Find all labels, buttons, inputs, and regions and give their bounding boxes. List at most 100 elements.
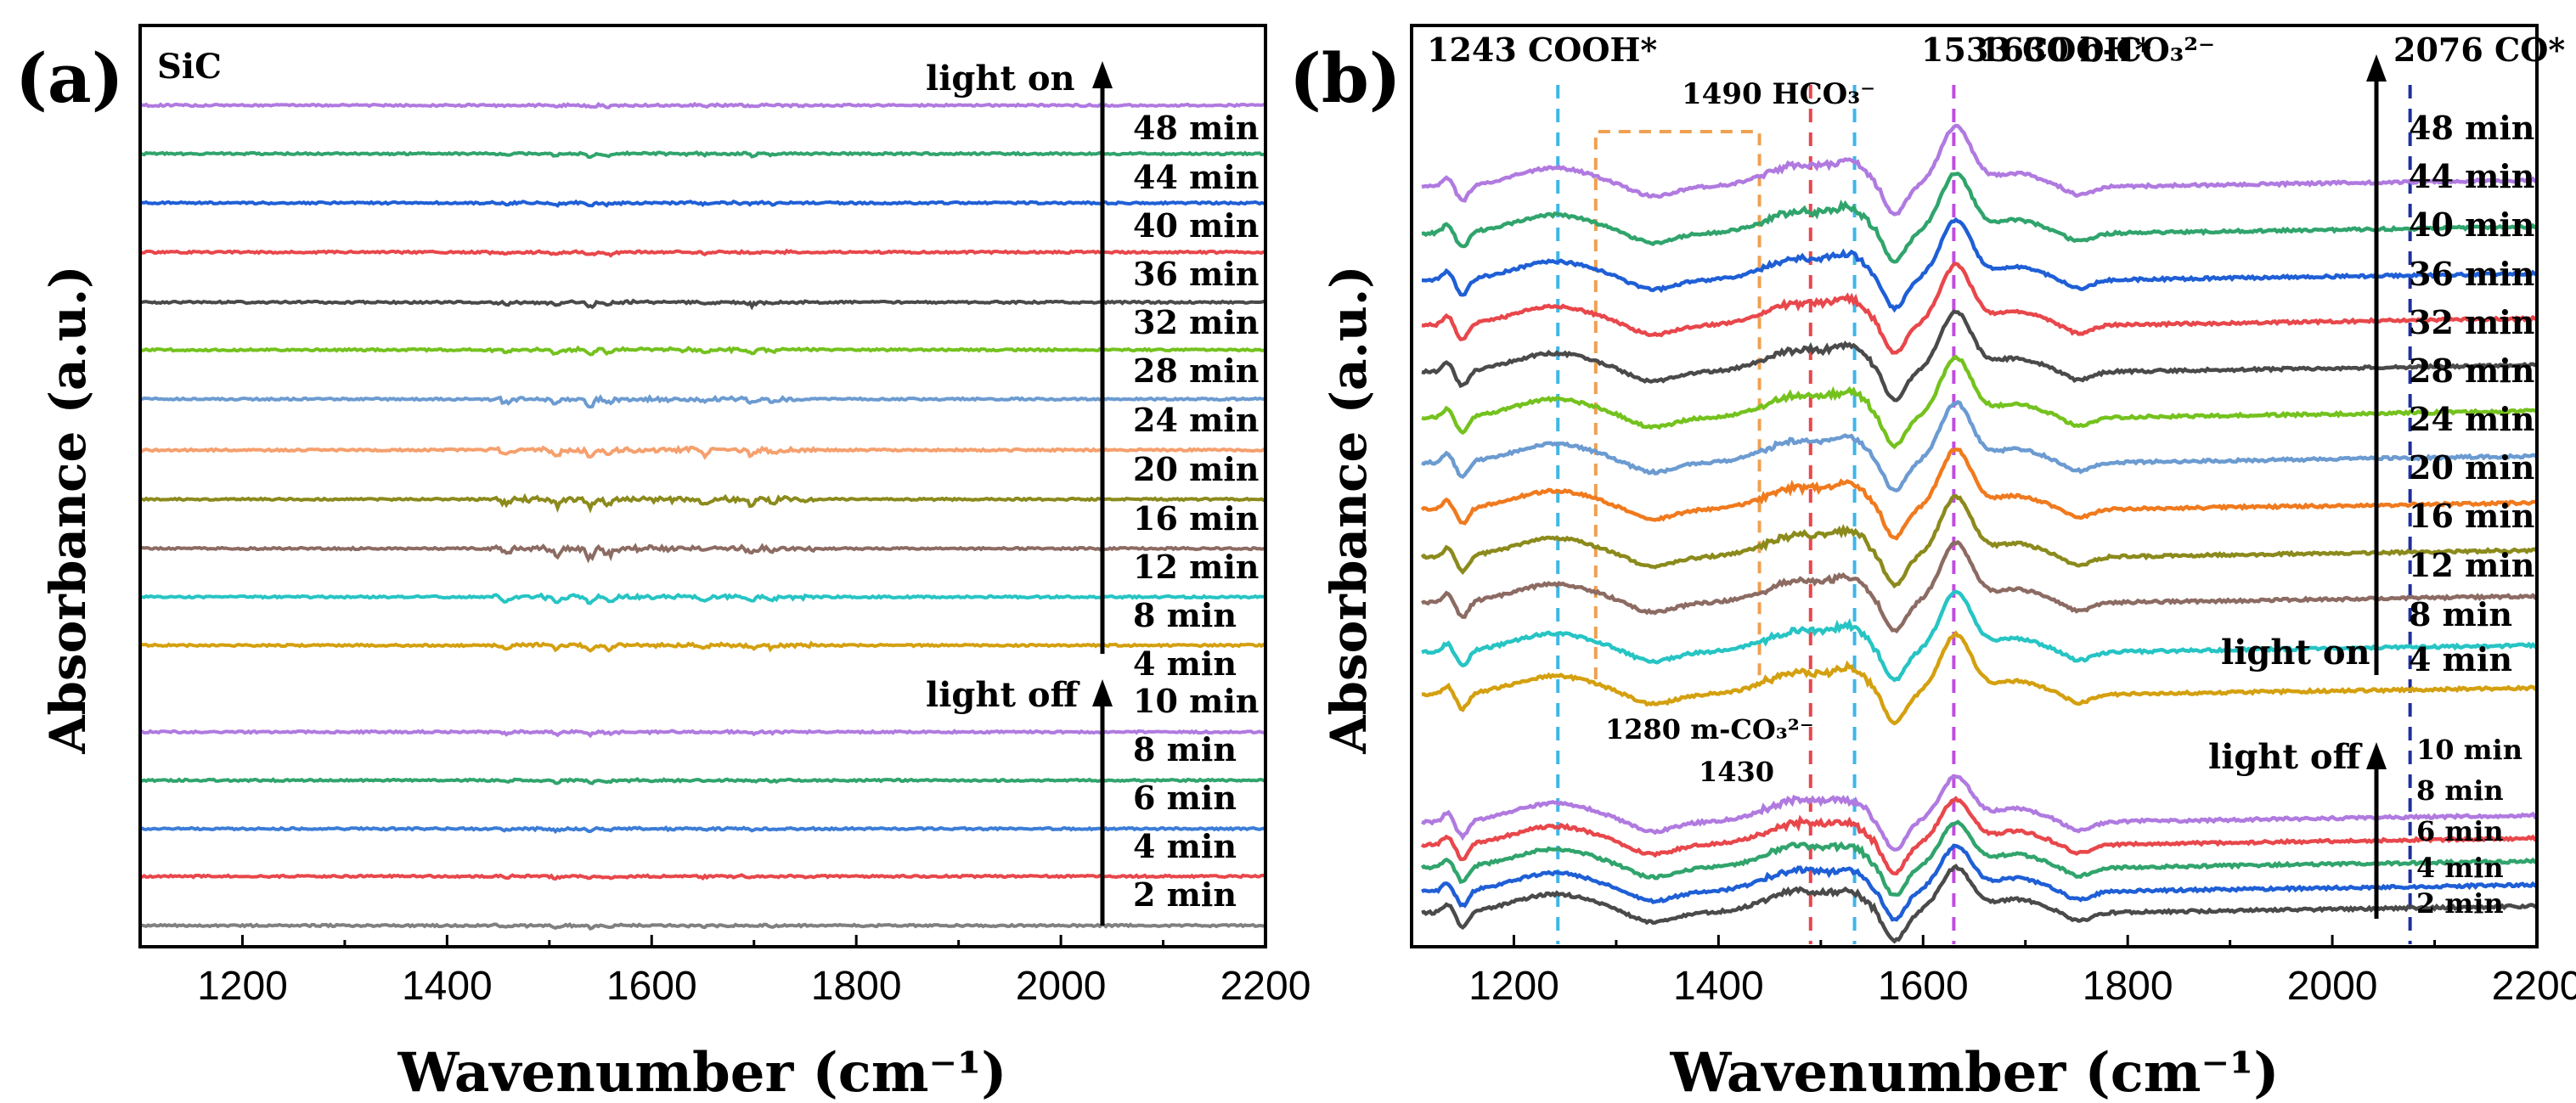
trace-light-on-28-min bbox=[138, 345, 1266, 357]
time-label: 12 min bbox=[1133, 548, 1259, 586]
time-label: 28 min bbox=[2409, 352, 2534, 390]
trace-light-on-16-min bbox=[1420, 493, 2539, 589]
trace-light-on-32-min bbox=[1421, 309, 2538, 402]
trace-light-off-10-min bbox=[139, 729, 1267, 739]
trace-light-on-8-min bbox=[1421, 589, 2538, 683]
trace-light-on-28-min bbox=[1421, 354, 2538, 450]
annotation-1430: 1430 bbox=[1699, 756, 1774, 788]
panel-b-label: (b) bbox=[1289, 38, 1401, 118]
trace-light-on-44-min bbox=[139, 149, 1266, 160]
annotation-2076: 2076 CO* bbox=[2393, 31, 2565, 69]
time-label: 16 min bbox=[1133, 499, 1259, 537]
trace-light-on-20-min bbox=[138, 444, 1267, 460]
time-label: 10 min bbox=[2416, 734, 2522, 766]
trace-light-off-8-min bbox=[139, 776, 1266, 785]
time-label: 10 min bbox=[1133, 682, 1259, 720]
trace-light-on-40-min bbox=[1422, 217, 2538, 313]
panel-a-frame bbox=[138, 24, 1267, 948]
trace-light-off-6-min bbox=[139, 824, 1266, 835]
panel-a-xlabel: Wavenumber (cm⁻¹) bbox=[397, 1041, 1007, 1103]
trace-light-off-2-min bbox=[140, 922, 1266, 931]
time-label: 48 min bbox=[2409, 109, 2534, 147]
annotation-1280: 1280 m-CO₃²⁻ bbox=[1605, 713, 1814, 746]
trace-light-on-20-min bbox=[1420, 447, 2538, 541]
xtick-label: 1600 bbox=[1878, 964, 1969, 1009]
trace-light-on-48-min bbox=[1421, 123, 2539, 217]
panel-a: (a) Absorbance (a.u.) 2 min 4 min 6 min 8 m… bbox=[15, 24, 1311, 1103]
trace-light-off-4-min bbox=[139, 873, 1267, 881]
time-label: 8 min bbox=[2409, 595, 2512, 633]
trace-light-on-36-min bbox=[139, 248, 1266, 258]
trace-light-off-2-min bbox=[1421, 864, 2538, 944]
trace-light-on-40-min bbox=[139, 199, 1266, 208]
panel-a-label: (a) bbox=[15, 38, 124, 118]
time-label: 2 min bbox=[1133, 875, 1237, 914]
time-label: 4 min bbox=[2409, 640, 2512, 678]
trace-light-on-24-min bbox=[1421, 399, 2539, 492]
panel-b: (b) Absorbance (a.u.) 4 min 8 min 12 min 16… bbox=[1289, 24, 2576, 1103]
panel-a-ylabel: Absorbance (a.u.) bbox=[39, 265, 97, 754]
panel-a-xticks: 1200 1400 1600 1800 2000 2200 bbox=[138, 935, 1311, 1009]
time-label: 40 min bbox=[2409, 205, 2534, 244]
panel-b-light-off-arrow bbox=[2366, 742, 2387, 919]
trace-light-off-6-min bbox=[1420, 819, 2538, 897]
time-label: 2 min bbox=[2416, 887, 2504, 920]
xtick-label: 1400 bbox=[402, 964, 493, 1009]
trace-light-on-16-min bbox=[139, 492, 1266, 514]
time-label: 32 min bbox=[1133, 303, 1259, 341]
xtick-label: 2000 bbox=[1016, 964, 1107, 1009]
trace-light-off-10-min bbox=[1421, 774, 2539, 852]
trace-light-on-12-min bbox=[1421, 539, 2539, 633]
time-label: 20 min bbox=[2409, 448, 2534, 487]
time-label: 8 min bbox=[2416, 774, 2504, 807]
xtick-label: 1200 bbox=[197, 964, 288, 1009]
panel-b-frame bbox=[1410, 24, 2539, 948]
xtick-label: 2200 bbox=[1220, 964, 1311, 1009]
time-label: 44 min bbox=[2409, 157, 2534, 195]
xtick-label: 2200 bbox=[2492, 964, 2576, 1009]
annotation-1490: 1490 HCO₃⁻ bbox=[1682, 77, 1875, 111]
panel-b-light-on-label: light on bbox=[2221, 633, 2370, 672]
annotation-1630: 1630 b-CO₃²⁻ bbox=[1979, 31, 2215, 69]
panel-b-xticks: 1200 1400 1600 1800 2000 2200 bbox=[1410, 935, 2576, 1009]
trace-light-on-24-min bbox=[139, 393, 1266, 409]
trace-light-on-4-min bbox=[1421, 630, 2539, 726]
panel-a-light-off-arrow bbox=[1092, 679, 1113, 926]
time-label: 20 min bbox=[1133, 450, 1259, 488]
time-label: 8 min bbox=[1133, 730, 1237, 768]
xtick-label: 1800 bbox=[2083, 964, 2173, 1009]
time-label: 32 min bbox=[2409, 303, 2534, 341]
time-label: 4 min bbox=[1133, 644, 1237, 683]
xtick-label: 2000 bbox=[2287, 964, 2378, 1009]
trace-light-on-4-min bbox=[139, 640, 1266, 653]
annotation-1533: 1533 COOH* bbox=[1921, 31, 2151, 69]
xtick-label: 1400 bbox=[1673, 964, 1764, 1009]
panel-a-sample-label: SiC bbox=[157, 47, 222, 87]
time-label: 4 min bbox=[1133, 827, 1237, 865]
trace-light-on-44-min bbox=[1421, 172, 2538, 264]
trace-light-on-48-min bbox=[140, 101, 1266, 110]
time-label: 16 min bbox=[2409, 497, 2534, 535]
panel-b-light-off-label: light off bbox=[2208, 737, 2363, 777]
time-label: 6 min bbox=[2416, 815, 2504, 847]
panel-b-light-on-arrow bbox=[2366, 54, 2387, 675]
trace-light-on-36-min bbox=[1421, 262, 2538, 355]
panel-b-time-labels: 4 min 8 min 12 min 16 min 20 min 24 min 28 min… bbox=[2409, 109, 2534, 920]
trace-light-off-8-min bbox=[1420, 796, 2539, 875]
time-label: 40 min bbox=[1133, 206, 1259, 245]
time-label: 8 min bbox=[1133, 596, 1237, 634]
time-label: 36 min bbox=[2409, 255, 2534, 293]
time-label: 44 min bbox=[1133, 158, 1259, 196]
panel-a-traces bbox=[138, 101, 1267, 931]
panel-a-light-on-label: light on bbox=[926, 59, 1075, 98]
trace-light-off-4-min bbox=[1421, 843, 2539, 922]
panel-b-traces bbox=[1420, 123, 2539, 944]
time-label: 4 min bbox=[2416, 852, 2504, 884]
time-label: 12 min bbox=[2409, 546, 2534, 584]
trace-light-on-12-min bbox=[139, 543, 1266, 564]
panel-b-xlabel: Wavenumber (cm⁻¹) bbox=[1670, 1041, 2280, 1103]
time-label: 6 min bbox=[1133, 779, 1237, 817]
annotation-1243: 1243 COOH* bbox=[1427, 31, 1657, 69]
